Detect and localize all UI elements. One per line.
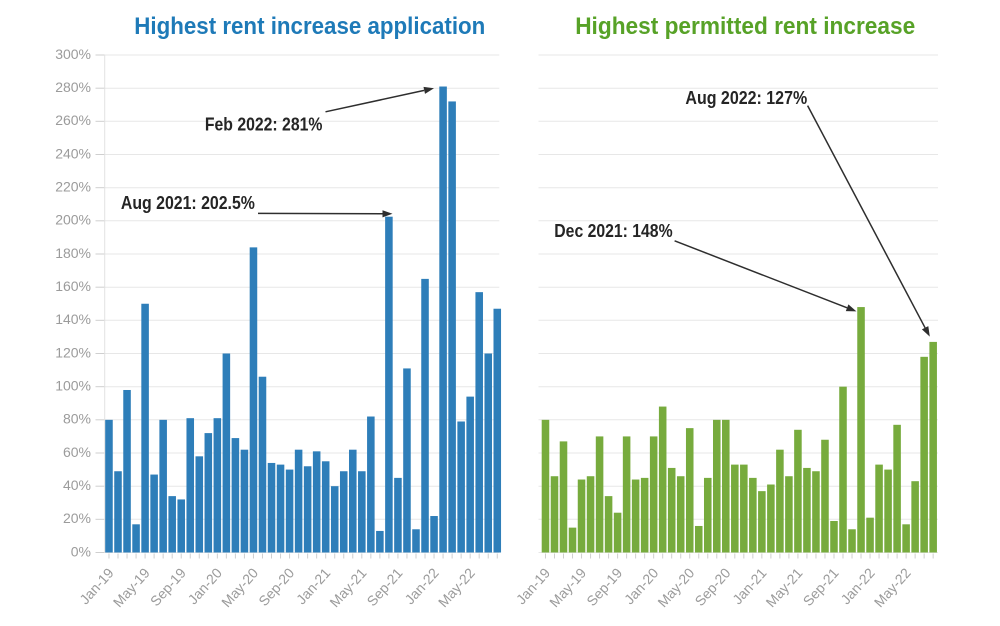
svg-text:200%: 200% [55, 212, 91, 228]
svg-text:160%: 160% [55, 278, 91, 294]
svg-text:20%: 20% [63, 510, 91, 526]
svg-text:240%: 240% [55, 145, 91, 161]
svg-text:Dec 2021: 148%: Dec 2021: 148% [554, 221, 672, 241]
svg-text:100%: 100% [55, 378, 91, 394]
svg-text:120%: 120% [55, 344, 91, 360]
svg-text:Aug 2021: 202.5%: Aug 2021: 202.5% [121, 193, 255, 213]
svg-text:260%: 260% [55, 112, 91, 128]
svg-text:60%: 60% [63, 444, 91, 460]
svg-text:280%: 280% [55, 79, 91, 95]
svg-text:Highest rent increase applicat: Highest rent increase application [134, 13, 485, 40]
svg-text:Highest permitted rent increas: Highest permitted rent increase [575, 13, 915, 40]
svg-text:300%: 300% [55, 46, 91, 62]
svg-text:Aug 2022: 127%: Aug 2022: 127% [685, 88, 807, 108]
svg-text:80%: 80% [63, 411, 91, 427]
svg-text:40%: 40% [63, 477, 91, 493]
svg-text:140%: 140% [55, 311, 91, 327]
svg-text:Feb 2022: 281%: Feb 2022: 281% [205, 115, 323, 135]
svg-text:180%: 180% [55, 245, 91, 261]
svg-text:0%: 0% [71, 543, 91, 559]
svg-text:220%: 220% [55, 179, 91, 195]
